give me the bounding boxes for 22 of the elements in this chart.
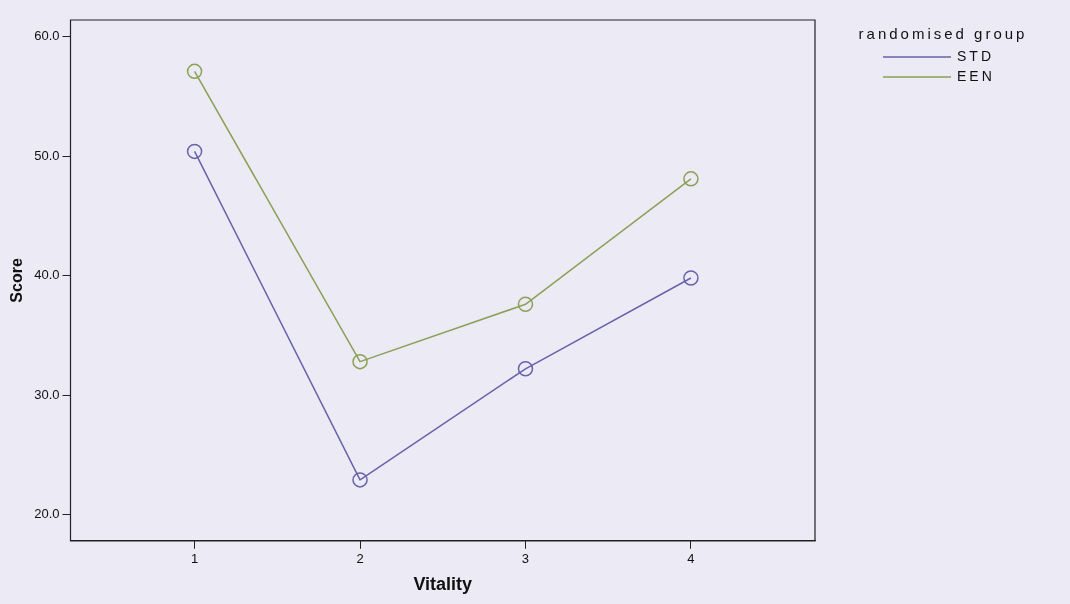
point bbox=[517, 296, 534, 313]
point bbox=[517, 361, 534, 377]
y-axis-title: Score bbox=[8, 258, 26, 303]
y-tick-label: 30.0 bbox=[34, 386, 60, 402]
point bbox=[186, 143, 203, 160]
legend-label: EEN bbox=[957, 67, 995, 84]
x-axis-title: Vitality bbox=[413, 574, 473, 595]
legend-label: STD bbox=[957, 47, 994, 64]
point bbox=[186, 63, 203, 80]
x-tick-label: 2 bbox=[356, 551, 364, 567]
legend-title: randomised group bbox=[858, 25, 1028, 43]
y-tick-label: 20.0 bbox=[34, 506, 60, 522]
point bbox=[352, 472, 368, 488]
y-tick-label: 50.0 bbox=[34, 147, 60, 163]
point bbox=[683, 270, 699, 286]
point bbox=[352, 353, 368, 370]
x-tick-label: 1 bbox=[190, 551, 199, 567]
y-tick-label: 40.0 bbox=[34, 267, 60, 283]
x-tick-label: 4 bbox=[687, 551, 695, 567]
x-tick-label: 3 bbox=[521, 551, 530, 567]
point bbox=[683, 171, 699, 187]
y-tick-label: 60.0 bbox=[34, 28, 60, 44]
